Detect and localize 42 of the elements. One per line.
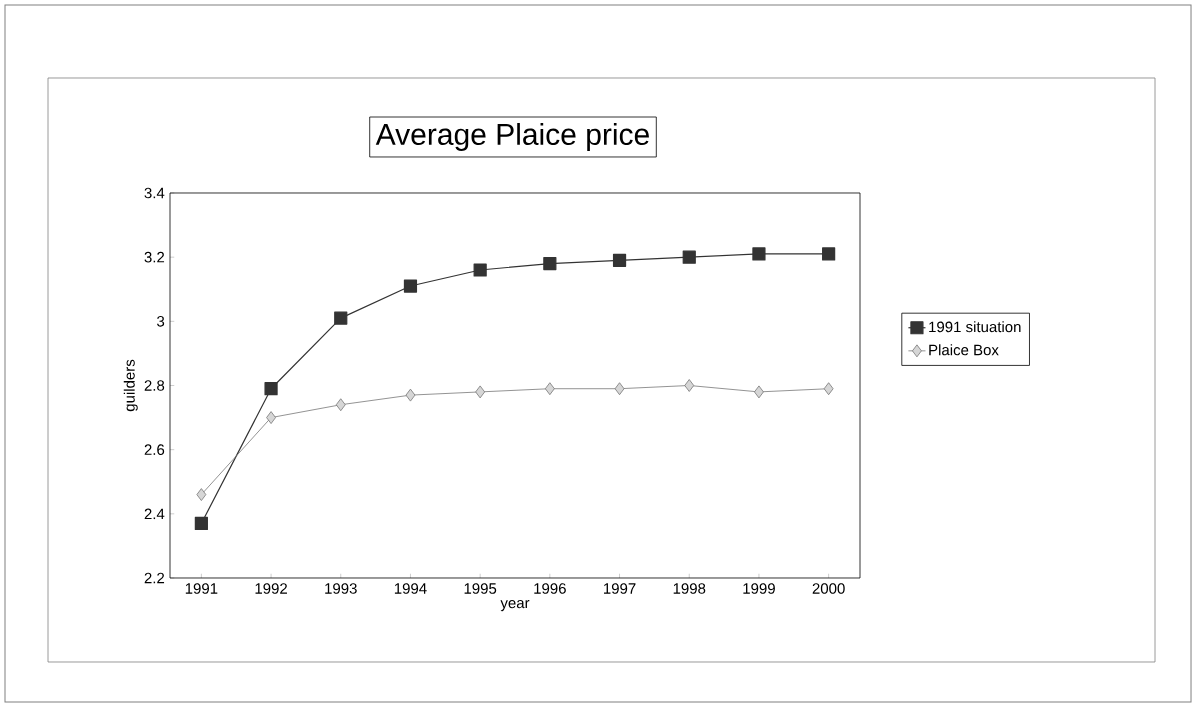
point (754, 385, 764, 399)
y-tick-label: 2.6 (144, 444, 165, 455)
legend-label: Plaice Box (929, 344, 999, 356)
point (264, 382, 278, 396)
y-tick-label: 3 (157, 316, 165, 327)
point (335, 398, 346, 412)
x-tick-label: 1996 (534, 583, 566, 594)
x-tick-label: 2000 (812, 583, 845, 594)
point (682, 250, 696, 264)
x-tick-label: 1999 (743, 583, 775, 594)
x-axis-title: year (500, 600, 530, 612)
point (752, 247, 766, 261)
point (823, 382, 834, 396)
x-tick-label: 1995 (464, 583, 497, 594)
point (196, 488, 207, 501)
point (405, 388, 416, 402)
point (822, 247, 836, 261)
x-tick-label: 1997 (604, 583, 636, 594)
y-tick-label: 2.8 (144, 380, 165, 391)
point (403, 279, 418, 293)
point (614, 382, 625, 396)
point (684, 379, 695, 392)
legend-label: 1991 situation (929, 321, 1021, 333)
y-tick-label: 3.2 (144, 251, 165, 263)
point (543, 256, 557, 271)
x-tick-label: 1994 (394, 583, 427, 594)
x-tick-label: 1992 (255, 583, 287, 594)
point (475, 385, 486, 399)
point (544, 382, 555, 396)
y-tick-label: 2.4 (144, 508, 165, 520)
x-tick-label: 1991 (185, 583, 218, 594)
point (473, 263, 487, 277)
y-axis-title: guilders (123, 359, 138, 412)
y-tick-label: 3.4 (144, 187, 165, 199)
point (266, 411, 276, 424)
chart-title: Average Plaice price (375, 123, 649, 151)
point (612, 253, 627, 267)
point (194, 516, 208, 531)
y-tick-label: 2.2 (144, 572, 165, 584)
x-tick-label: 1998 (673, 583, 706, 594)
point (334, 311, 348, 325)
x-tick-label: 1993 (325, 583, 357, 594)
